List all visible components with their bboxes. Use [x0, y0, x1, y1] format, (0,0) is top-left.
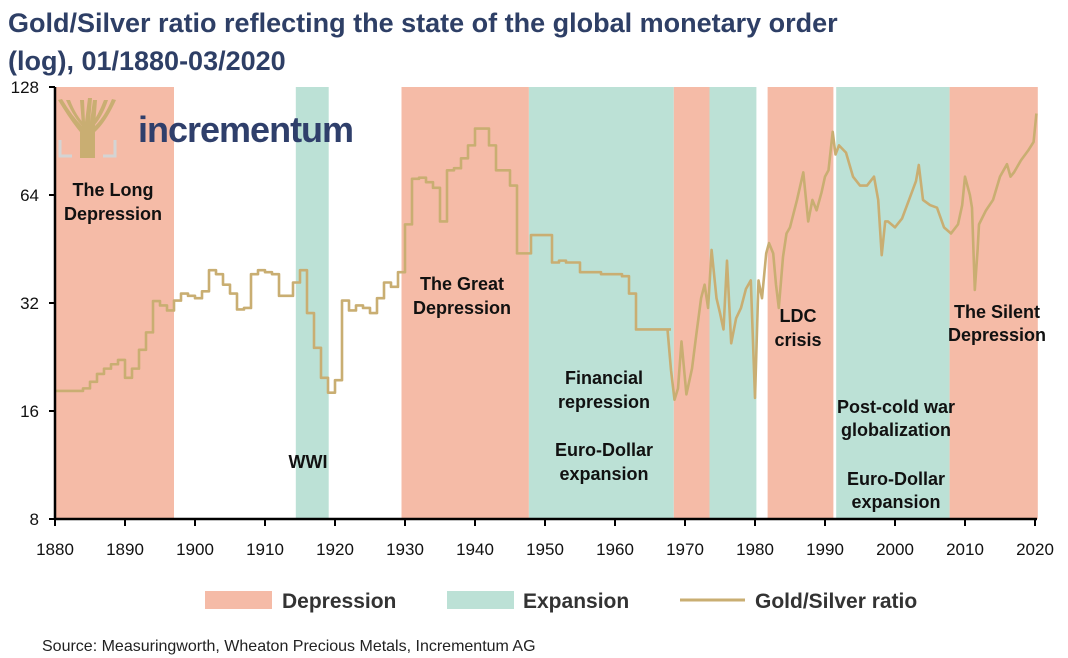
y-tick-label: 16	[20, 402, 39, 421]
x-tick-label: 2020	[1016, 540, 1054, 559]
y-ticks: 8 16 32 64 128	[11, 78, 55, 529]
x-tick-label: 1940	[456, 540, 494, 559]
band-expansion-3	[528, 87, 674, 519]
annotation-long-depression-1: The Long	[73, 180, 154, 200]
legend-label-expansion: Expansion	[523, 590, 629, 613]
x-tick-label: 1950	[526, 540, 564, 559]
x-tick-label: 1980	[736, 540, 774, 559]
ratio-line-segment-0	[55, 127, 671, 394]
logo-text: incrementum	[138, 109, 353, 150]
annotation-eurodollar-1-1: Euro-Dollar	[555, 440, 653, 460]
band-expansion-1	[295, 87, 329, 519]
annotation-financial-repression-2: repression	[558, 392, 650, 412]
x-ticks: 1880 1890 1900 1910 1920 1930 1940 1950 1960 1970…	[36, 519, 1054, 559]
ratio-line-segment-1	[666, 113, 1038, 402]
annotation-eurodollar-1-2: expansion	[559, 464, 648, 484]
annotation-eurodollar-2-1: Euro-Dollar	[847, 469, 945, 489]
tree-icon	[58, 98, 116, 158]
y-tick-label: 32	[20, 294, 39, 313]
annotation-eurodollar-2-2: expansion	[851, 492, 940, 512]
x-tick-label: 2010	[946, 540, 984, 559]
annotation-long-depression-2: Depression	[64, 204, 162, 224]
x-tick-label: 1930	[386, 540, 424, 559]
annotations: The Long Depression WWI The Great Depres…	[64, 180, 1046, 512]
legend-label-depression: Depression	[282, 590, 396, 613]
x-tick-label: 1880	[36, 540, 74, 559]
x-tick-label: 1960	[596, 540, 634, 559]
band-expansion-7	[836, 87, 950, 519]
y-tick-label: 64	[20, 186, 39, 205]
annotation-silent-depression-1: The Silent	[954, 302, 1040, 322]
chart-title-line-2: (log), 01/1880-03/2020	[8, 46, 286, 76]
annotation-ldc-crisis-2: crisis	[774, 330, 821, 350]
annotation-great-depression-2: Depression	[413, 298, 511, 318]
y-tick-label: 128	[11, 78, 39, 97]
legend-swatch-depression	[205, 591, 272, 609]
legend: Depression Expansion Gold/Silver ratio	[205, 590, 917, 613]
x-tick-label: 2000	[876, 540, 914, 559]
x-tick-label: 1910	[246, 540, 284, 559]
x-tick-label: 1920	[316, 540, 354, 559]
series-lines	[55, 113, 1038, 402]
annotation-silent-depression-2: Depression	[948, 325, 1046, 345]
x-tick-label: 1890	[106, 540, 144, 559]
period-bands	[55, 87, 1038, 519]
annotation-post-cold-war-2: globalization	[841, 420, 951, 440]
chart-title-line-1: Gold/Silver ratio reflecting the state o…	[8, 8, 838, 38]
annotation-great-depression-1: The Great	[420, 274, 504, 294]
annotation-post-cold-war-1: Post-cold war	[837, 397, 955, 417]
y-tick-label: 8	[30, 510, 39, 529]
annotation-wwi: WWI	[289, 452, 328, 472]
x-tick-label: 1990	[806, 540, 844, 559]
legend-swatch-expansion	[447, 591, 514, 609]
legend-label-ratio: Gold/Silver ratio	[755, 590, 917, 613]
annotation-ldc-crisis-1: LDC	[780, 306, 817, 326]
source-note: Source: Measuringworth, Wheaton Precious…	[42, 638, 536, 655]
band-depression-4	[673, 87, 710, 519]
x-tick-label: 1970	[666, 540, 704, 559]
x-tick-label: 1900	[176, 540, 214, 559]
incrementum-logo: incrementum	[58, 98, 354, 158]
annotation-financial-repression-1: Financial	[565, 368, 643, 388]
